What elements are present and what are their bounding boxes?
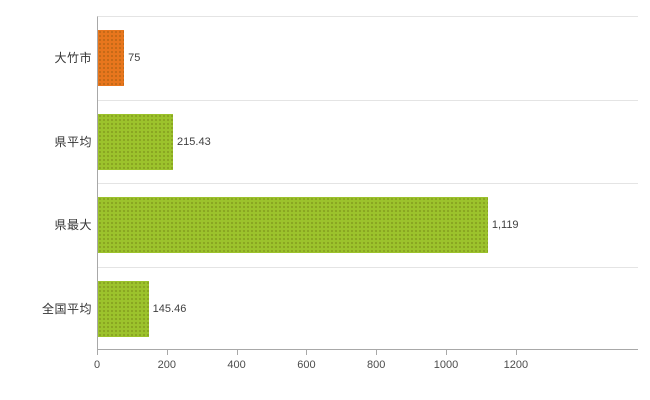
x-tick-mark: [97, 350, 98, 355]
x-tick-mark: [446, 350, 448, 355]
plot-area: 75 215.43 1,119 145.46: [97, 16, 638, 350]
category-label: 県平均: [54, 134, 92, 149]
x-tick-label: 800: [367, 359, 386, 371]
category-row-2: 215.43: [98, 101, 638, 184]
x-tick-mark: [515, 350, 517, 355]
bar-2[interactable]: [98, 113, 174, 170]
x-tick-mark: [306, 350, 308, 355]
y-axis-labels: 大竹市県平均県最大全国平均: [0, 16, 92, 350]
category-label: 全国平均: [41, 301, 92, 316]
x-tick-label: 600: [297, 359, 316, 371]
value-label: 145.46: [152, 303, 187, 316]
category-row-1: 75: [98, 17, 638, 101]
x-tick-label: 0: [93, 359, 101, 371]
category-label: 大竹市: [54, 51, 92, 66]
value-label: 1,119: [491, 219, 519, 232]
bar-4[interactable]: [98, 281, 149, 338]
bar-1[interactable]: [98, 30, 125, 87]
bar-3[interactable]: [98, 197, 488, 254]
x-tick-label: 400: [227, 359, 246, 371]
category-label: 県最大: [54, 218, 92, 233]
category-row-4: 145.46: [98, 268, 638, 352]
x-tick-mark: [166, 350, 168, 355]
x-tick-mark: [236, 350, 238, 355]
value-label: 75: [128, 52, 141, 65]
x-tick-label: 200: [157, 359, 176, 371]
x-axis: 0 200 400 600 800 1000 1200: [93, 350, 638, 382]
x-tick-mark: [376, 350, 378, 355]
x-tick-label: 1200: [503, 359, 529, 371]
category-row-3: 1,119: [98, 184, 638, 268]
x-tick-label: 1000: [433, 359, 459, 371]
value-label: 215.43: [177, 135, 211, 148]
